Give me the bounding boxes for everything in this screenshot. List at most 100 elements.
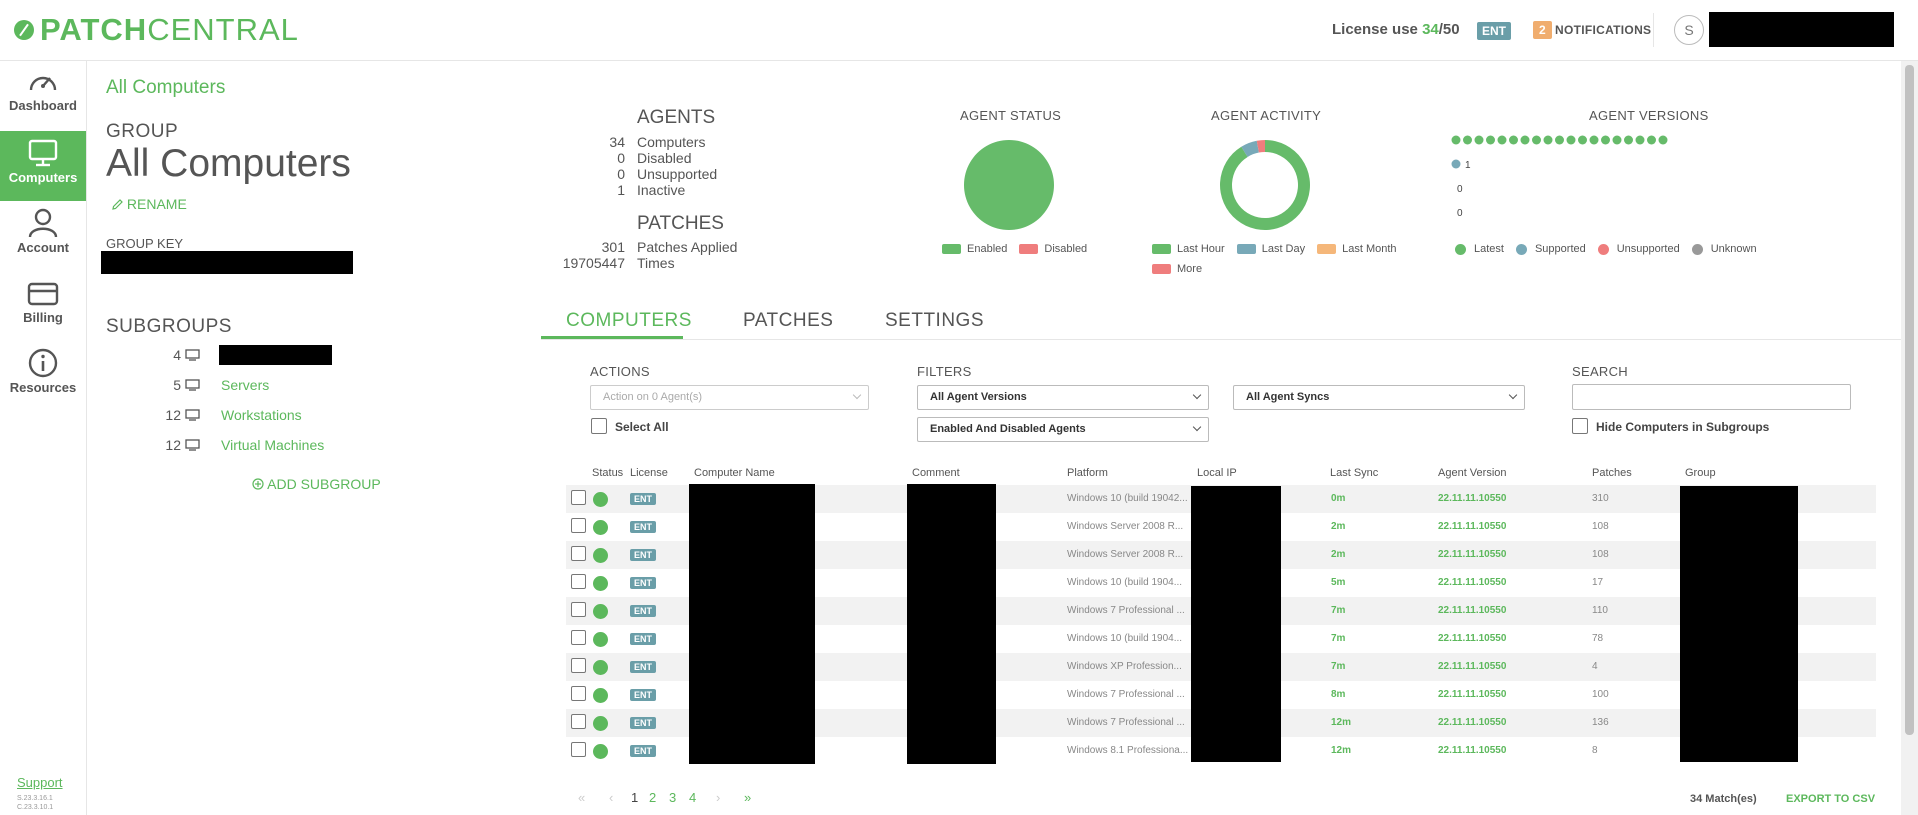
support-link[interactable]: Support bbox=[17, 775, 63, 790]
last-sync-cell: 2m bbox=[1331, 549, 1346, 560]
column-header-local-ip[interactable]: Local IP bbox=[1197, 467, 1237, 479]
table-row[interactable]: ENT Windows 10 (build 1904... 5m 22.11.1… bbox=[566, 569, 1876, 597]
agent-versions-title: AGENT VERSIONS bbox=[1589, 108, 1709, 123]
nav-item-computers[interactable]: Computers bbox=[0, 131, 86, 201]
row-checkbox[interactable] bbox=[571, 714, 586, 729]
agent-versions-filter[interactable]: All Agent Versions bbox=[917, 385, 1209, 410]
row-checkbox[interactable] bbox=[571, 574, 586, 589]
version-dot bbox=[1497, 135, 1507, 145]
table-row[interactable]: ENT Windows 7 Professional ... 8m 22.11.… bbox=[566, 681, 1876, 709]
computer-name-column-redacted bbox=[689, 484, 815, 764]
version-dot bbox=[1451, 159, 1461, 169]
subgroup-row[interactable]: 12 Workstations bbox=[165, 405, 302, 425]
version-dot bbox=[1543, 135, 1553, 145]
table-row[interactable]: ENT Windows 8.1 Professiona... 12m 22.11… bbox=[566, 737, 1876, 765]
license-badge: ENT bbox=[630, 549, 656, 561]
tab-settings[interactable]: SETTINGS bbox=[885, 310, 985, 331]
first-page-button[interactable]: « bbox=[578, 790, 586, 805]
last-sync-cell: 12m bbox=[1331, 745, 1352, 756]
patches-stat-row: 19705447 Times bbox=[560, 255, 675, 271]
agent-state-filter[interactable]: Enabled And Disabled Agents bbox=[917, 417, 1209, 442]
credit-card-icon bbox=[27, 282, 59, 306]
legend-label: Last Month bbox=[1342, 243, 1397, 255]
next-page-button[interactable]: › bbox=[716, 790, 721, 805]
export-csv-button[interactable]: EXPORT TO CSV bbox=[1786, 793, 1876, 805]
column-header-last-sync[interactable]: Last Sync bbox=[1330, 467, 1379, 479]
nav-item-dashboard[interactable]: Dashboard bbox=[0, 61, 86, 131]
rename-button[interactable]: RENAME bbox=[112, 196, 187, 212]
hide-subgroups-checkbox[interactable] bbox=[1572, 418, 1588, 434]
status-dot bbox=[593, 520, 608, 535]
prev-page-button[interactable]: ‹ bbox=[609, 790, 614, 805]
legend-dot bbox=[1515, 243, 1527, 255]
patches-heading: PATCHES bbox=[637, 213, 724, 234]
column-header-status[interactable]: Status bbox=[592, 467, 624, 479]
breadcrumb[interactable]: All Computers bbox=[106, 77, 226, 98]
subgroup-name[interactable]: Servers bbox=[221, 377, 270, 393]
row-checkbox[interactable] bbox=[571, 602, 586, 617]
vertical-scrollbar[interactable] bbox=[1901, 61, 1918, 815]
nav-item-billing[interactable]: Billing bbox=[0, 271, 86, 341]
filters-label: FILTERS bbox=[917, 364, 972, 379]
column-header-group[interactable]: Group bbox=[1685, 467, 1716, 479]
license-total: /50 bbox=[1438, 21, 1460, 38]
column-header-comment[interactable]: Comment bbox=[912, 467, 960, 479]
column-header-patches[interactable]: Patches bbox=[1592, 467, 1632, 479]
tab-computers[interactable]: COMPUTERS bbox=[566, 310, 692, 331]
tab-patches[interactable]: PATCHES bbox=[743, 310, 834, 331]
page-link-4[interactable]: 4 bbox=[689, 790, 697, 805]
page-link-3[interactable]: 3 bbox=[669, 790, 677, 805]
subgroup-row[interactable]: 12 Virtual Machines bbox=[165, 435, 324, 455]
monitor-icon bbox=[185, 349, 200, 361]
page-link-2[interactable]: 2 bbox=[649, 790, 657, 805]
row-checkbox[interactable] bbox=[571, 658, 586, 673]
patches-cell: 4 bbox=[1592, 661, 1598, 672]
avatar[interactable]: S bbox=[1674, 15, 1704, 45]
nav-item-account[interactable]: Account bbox=[0, 201, 86, 271]
last-sync-cell: 2m bbox=[1331, 521, 1346, 532]
chevron-down-icon bbox=[1192, 422, 1202, 432]
column-header-computer-name[interactable]: Computer Name bbox=[694, 467, 775, 479]
actions-select[interactable]: Action on 0 Agent(s) bbox=[590, 385, 869, 410]
last-page-button[interactable]: » bbox=[744, 790, 752, 805]
table-row[interactable]: ENT Windows 10 (build 1904... 7m 22.11.1… bbox=[566, 625, 1876, 653]
license-used: 34 bbox=[1422, 21, 1439, 38]
legend-label: Enabled bbox=[967, 243, 1008, 255]
row-checkbox[interactable] bbox=[571, 546, 586, 561]
left-nav: Dashboard Computers Account Billing Reso… bbox=[0, 61, 87, 815]
column-header-agent-version[interactable]: Agent Version bbox=[1438, 467, 1507, 479]
legend-label: Latest bbox=[1474, 243, 1504, 255]
row-checkbox[interactable] bbox=[571, 686, 586, 701]
legend-swatch bbox=[942, 244, 961, 254]
patches-cell: 8 bbox=[1592, 745, 1598, 756]
nav-item-resources[interactable]: Resources bbox=[0, 341, 86, 411]
column-header-license[interactable]: License bbox=[630, 467, 668, 479]
nav-label-resources: Resources bbox=[9, 380, 77, 395]
row-checkbox[interactable] bbox=[571, 742, 586, 757]
stat-text: Inactive bbox=[637, 182, 686, 198]
page-link-1[interactable]: 1 bbox=[631, 790, 639, 805]
agent-versions-filter-value: All Agent Versions bbox=[930, 391, 1027, 403]
agent-version-cell: 22.11.11.10550 bbox=[1438, 717, 1507, 728]
notifications-link[interactable]: NOTIFICATIONS bbox=[1555, 23, 1652, 37]
row-checkbox[interactable] bbox=[571, 490, 586, 505]
notification-count-badge[interactable]: 2 bbox=[1533, 21, 1552, 39]
scrollbar-thumb[interactable] bbox=[1905, 65, 1914, 735]
subgroup-row[interactable]: 5 Servers bbox=[165, 375, 269, 395]
row-checkbox[interactable] bbox=[571, 518, 586, 533]
status-dot bbox=[593, 688, 608, 703]
subgroup-name[interactable]: Virtual Machines bbox=[221, 437, 325, 453]
search-input[interactable] bbox=[1572, 384, 1851, 410]
column-header-platform[interactable]: Platform bbox=[1067, 467, 1108, 479]
status-dot bbox=[593, 548, 608, 563]
agent-syncs-filter[interactable]: All Agent Syncs bbox=[1233, 385, 1525, 410]
add-subgroup-button[interactable]: ADD SUBGROUP bbox=[252, 476, 381, 492]
subgroup-row[interactable]: 4 bbox=[165, 345, 200, 365]
subgroup-name[interactable]: Workstations bbox=[221, 407, 302, 423]
table-row[interactable]: ENT Windows Server 2008 R... 2m 22.11.11… bbox=[566, 513, 1876, 541]
row-checkbox[interactable] bbox=[571, 630, 586, 645]
agent-version-cell: 22.11.11.10550 bbox=[1438, 605, 1507, 616]
select-all-checkbox[interactable] bbox=[591, 418, 607, 434]
logo[interactable]: PATCH CENTRAL bbox=[14, 12, 299, 48]
platform-cell: Windows 7 Professional ... bbox=[1067, 717, 1185, 728]
